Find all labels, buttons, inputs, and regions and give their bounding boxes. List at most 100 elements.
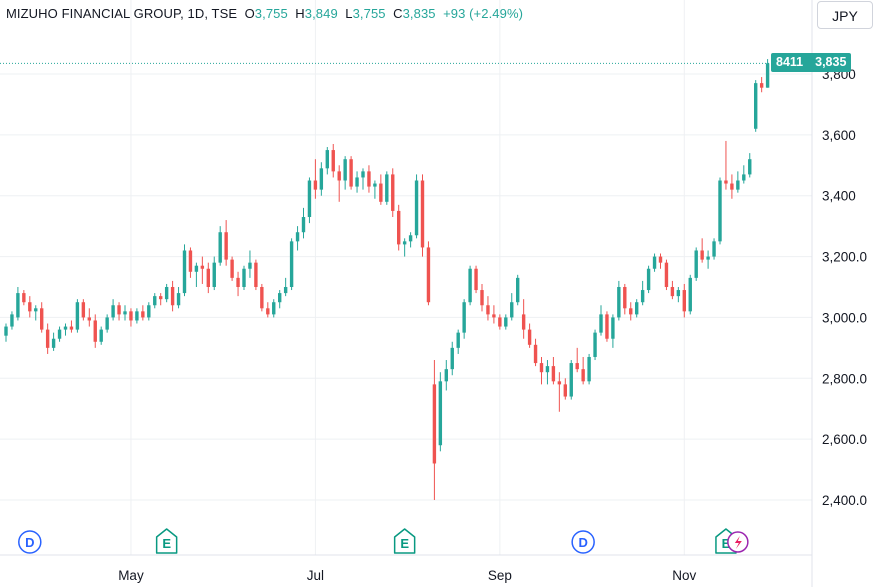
candle-body: [254, 262, 258, 287]
candle-body: [587, 356, 591, 382]
close-value: 3,835: [402, 6, 436, 21]
candle-body: [135, 311, 139, 321]
split-marker[interactable]: [727, 531, 749, 553]
badge-symbol: 8411: [776, 55, 804, 70]
open-label: O: [244, 6, 255, 21]
candle-body: [765, 63, 770, 88]
candle-body: [123, 311, 127, 315]
candle-body: [129, 311, 133, 321]
candle-body: [676, 290, 681, 297]
candle-body: [373, 183, 377, 187]
price-axis: 2,400.0 2,600.0 2,800.0 3,000.0 3,200.0 3,400…: [822, 67, 867, 508]
candle-body: [670, 287, 675, 297]
grid-lines: [0, 0, 812, 555]
candle-body: [313, 180, 318, 190]
candle-body: [629, 308, 633, 315]
candle-body: [521, 314, 526, 330]
time-tick-label: Nov: [672, 568, 696, 583]
earnings-icon: [155, 528, 178, 554]
candle-body: [87, 317, 91, 321]
candle-body: [10, 314, 14, 327]
candle-body: [486, 305, 490, 315]
high-value: 3,849: [304, 6, 338, 21]
candle-body: [450, 347, 454, 370]
low-label: L: [345, 6, 353, 21]
candle-body: [75, 302, 80, 330]
dividend-marker[interactable]: D: [18, 530, 42, 554]
candle-body: [81, 302, 86, 318]
candle-body: [212, 262, 216, 287]
candle-body: [759, 83, 764, 88]
candle-body: [57, 329, 62, 339]
dividend-marker[interactable]: D: [571, 530, 595, 554]
candle-body: [331, 150, 335, 172]
candle-body: [617, 287, 621, 318]
candle-body: [646, 268, 651, 291]
candle-body: [581, 369, 585, 382]
candle-body: [319, 168, 324, 190]
candle-body: [611, 317, 615, 339]
time-tick-label: May: [118, 568, 144, 583]
candle-body: [301, 217, 306, 233]
candle-body: [111, 305, 115, 318]
change-value: +93 (+2.49%): [443, 6, 524, 21]
candle-body: [742, 174, 746, 181]
high-label: H: [295, 6, 305, 21]
candle-body: [498, 317, 502, 327]
candle-body: [640, 290, 645, 303]
candle-body: [367, 171, 371, 187]
candle-body: [63, 326, 68, 330]
earnings-marker[interactable]: E: [155, 528, 178, 554]
price-tick-label: 3,600: [822, 128, 856, 143]
candle-body: [170, 287, 175, 306]
candle-body: [468, 268, 472, 303]
candle-body: [117, 305, 121, 315]
candle-body: [218, 232, 222, 263]
candle-body: [516, 277, 520, 303]
time-tick-label: Jul: [307, 568, 324, 583]
candle-body: [563, 384, 567, 397]
currency-button[interactable]: JPY: [817, 1, 873, 29]
candle-body: [325, 150, 329, 169]
last-price-badge: 8411 3,835: [771, 53, 852, 73]
candle-body: [295, 232, 300, 242]
candle-body: [40, 308, 44, 330]
candle-body: [4, 326, 8, 336]
candle-body: [593, 332, 597, 357]
candle-body: [188, 250, 193, 272]
candle-body: [51, 338, 56, 348]
badge-price: 3,835: [815, 55, 847, 70]
candle-body: [355, 177, 359, 187]
close-label: C: [393, 6, 403, 21]
lightning-icon: [734, 536, 742, 549]
candle-body: [266, 308, 270, 315]
candle-body: [492, 314, 496, 318]
candle-body: [397, 210, 401, 245]
candle-body: [391, 174, 395, 211]
candle-body: [462, 302, 466, 333]
candle-body: [724, 180, 728, 184]
dividend-icon: [571, 530, 595, 554]
time-tick-label: Sep: [488, 568, 512, 583]
candle-body: [682, 290, 686, 312]
candle-body: [283, 287, 288, 294]
candle-body: [379, 183, 383, 202]
candle-body: [200, 265, 205, 269]
candle-body: [658, 256, 663, 263]
candle-body: [349, 159, 353, 187]
candle-body: [28, 302, 32, 312]
candle-body: [754, 83, 758, 129]
candle-body: [153, 296, 157, 306]
candle-body: [16, 293, 20, 318]
chart-header: MIZUHO FINANCIAL GROUP, 1D, TSE O3,755 H…: [6, 6, 523, 21]
earnings-marker[interactable]: E: [393, 528, 416, 554]
candle-body: [420, 180, 425, 248]
earnings-icon-letter: E: [400, 536, 409, 551]
candle-body: [545, 366, 550, 373]
candle-body: [248, 262, 252, 269]
candle-body: [623, 287, 627, 309]
candle-body: [539, 363, 544, 373]
candle-body: [557, 381, 562, 385]
